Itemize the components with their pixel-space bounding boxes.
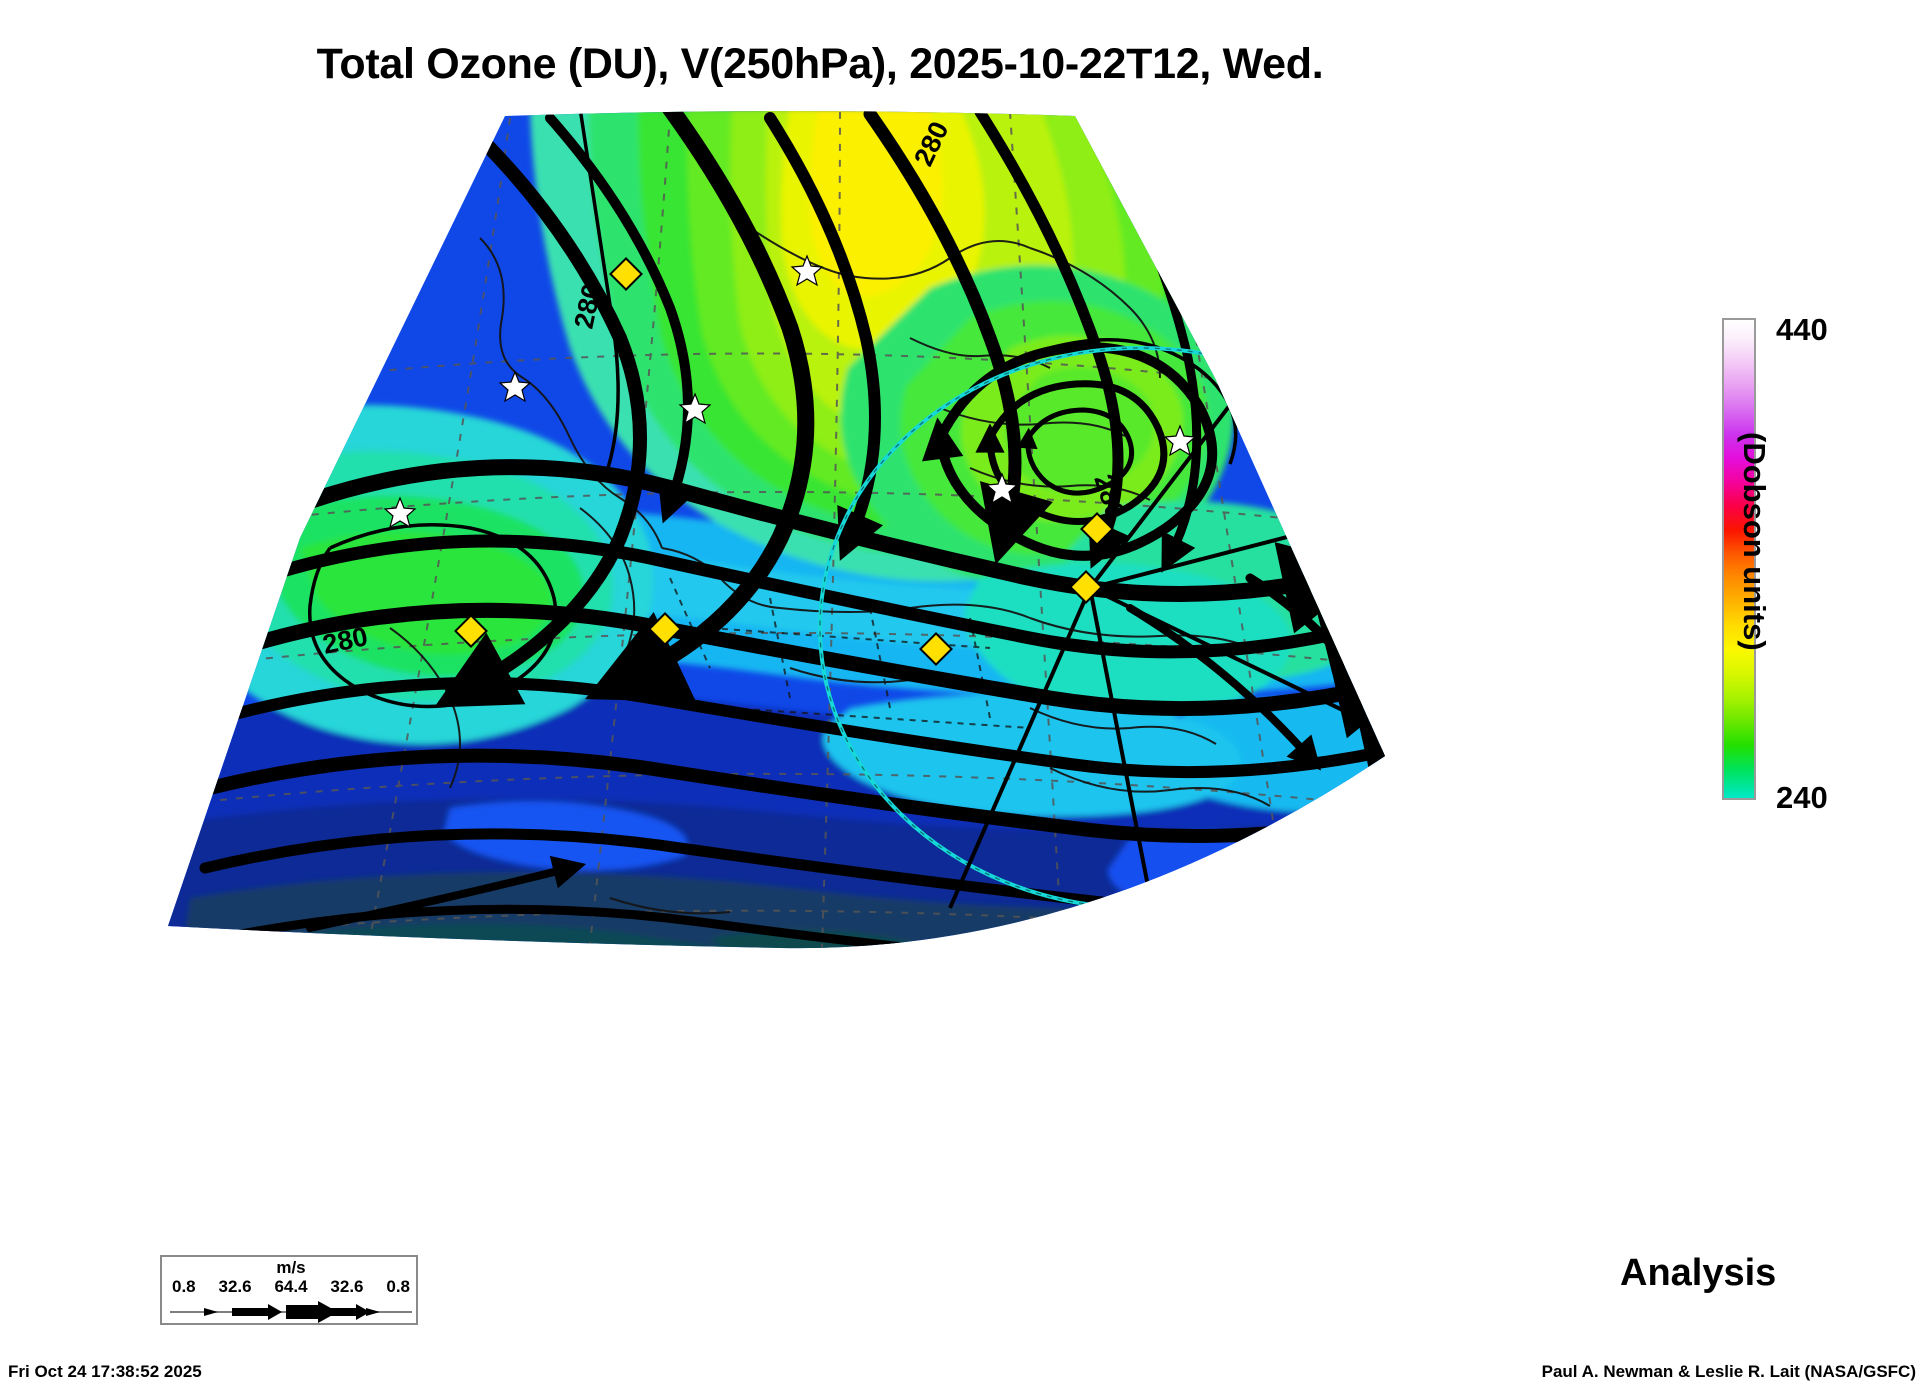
- marker-yellow-diamond[interactable]: [919, 632, 953, 666]
- wind-scale-legend: m/s 0.8 32.6 64.4 32.6 0.8: [160, 1255, 418, 1325]
- ozone-map[interactable]: 280 280 280 280: [150, 108, 1570, 1038]
- wind-legend-value: 64.4: [274, 1277, 308, 1296]
- marker-white-star[interactable]: [790, 254, 824, 287]
- wind-legend-value: 0.8: [386, 1277, 410, 1296]
- wind-legend-value: 32.6: [330, 1277, 364, 1296]
- colorbar-min-label: 240: [1776, 780, 1828, 815]
- analysis-label: Analysis: [1620, 1252, 1777, 1294]
- station-markers[interactable]: [383, 254, 1197, 666]
- marker-white-star[interactable]: [498, 370, 532, 403]
- marker-yellow-diamond[interactable]: [454, 614, 488, 648]
- marker-yellow-diamond[interactable]: [609, 257, 643, 291]
- colorbar-gradient[interactable]: [1722, 318, 1756, 800]
- marker-yellow-diamond[interactable]: [1080, 512, 1114, 546]
- colorbar[interactable]: 440 240 (Dobson units): [1722, 312, 1922, 815]
- wind-streamlines: [199, 111, 1385, 949]
- colorbar-max-label: 440: [1776, 312, 1828, 347]
- map-field-layer: [168, 111, 1385, 949]
- marker-yellow-diamond[interactable]: [648, 612, 682, 646]
- marker-white-star[interactable]: [678, 392, 712, 425]
- credit: Paul A. Newman & Leslie R. Lait (NASA/GS…: [1541, 1362, 1916, 1381]
- wind-legend-value: 32.6: [218, 1277, 252, 1296]
- timestamp: Fri Oct 24 17:38:52 2025: [8, 1362, 202, 1381]
- marker-white-star[interactable]: [1163, 424, 1197, 457]
- wind-legend-unit-label: m/s: [276, 1258, 306, 1277]
- wind-legend-arrow-icon: [170, 1301, 412, 1323]
- marker-white-star[interactable]: [985, 472, 1019, 505]
- marker-white-star[interactable]: [383, 496, 417, 529]
- wind-legend-values: 0.8 32.6 64.4 32.6 0.8: [162, 1277, 420, 1297]
- marker-yellow-diamond[interactable]: [1069, 570, 1103, 604]
- map-svg: 280 280 280 280: [168, 111, 1385, 949]
- wind-legend-value: 0.8: [172, 1277, 196, 1296]
- page-title: Total Ozone (DU), V(250hPa), 2025-10-22T…: [316, 40, 1324, 88]
- colorbar-axis-label: (Dobson units): [1737, 432, 1772, 651]
